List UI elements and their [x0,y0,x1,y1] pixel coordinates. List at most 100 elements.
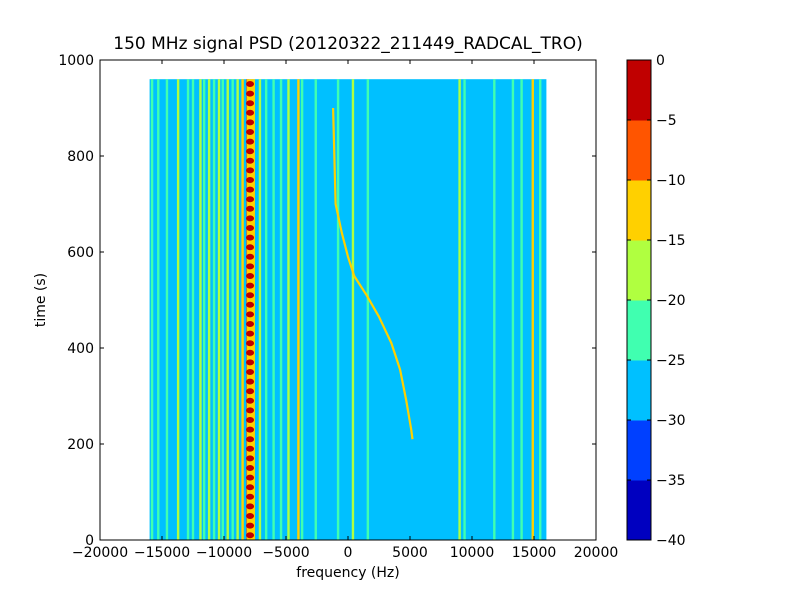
y-tick-label: 0 [85,533,94,549]
pulse-blob [246,397,255,404]
heatmap [149,79,547,540]
colorbar-tick-label: −40 [656,533,686,549]
signal-line [150,79,154,540]
colorbar-tick-label: −10 [656,173,686,189]
pulse-blob [246,263,255,270]
x-axis-label: frequency (Hz) [296,565,399,581]
colorbar-segment [627,180,651,241]
signal-line [186,79,190,540]
signal-line [199,79,202,540]
signal-line [520,79,523,540]
pulse-blob [246,474,255,481]
signal-line [279,79,283,540]
colorbar-tick-label: −5 [656,113,677,129]
pulsed-line-band [247,79,254,540]
pulse-blob [246,359,255,366]
pulse-blob [246,138,255,145]
x-tick-label: 15000 [512,545,557,561]
signal-line [264,79,268,540]
pulse-blob [246,167,255,174]
pulse-blob [246,436,255,443]
pulse-blob [246,148,255,155]
signal-line [226,79,229,540]
signal-line [463,79,466,540]
colorbar-segment [627,420,651,481]
pulse-blob [246,349,255,356]
pulse-blob [246,109,255,116]
pulse-blob [246,253,255,260]
y-tick-label: 600 [67,245,94,261]
pulse-blob [246,301,255,308]
pulse-blob [246,234,255,241]
signal-line [493,79,496,540]
colorbar-tick-label: −25 [656,353,686,369]
colorbar-tick-label: 0 [656,53,665,69]
pulse-blob [246,81,255,87]
colorbar-segment [627,360,651,421]
pulse-blob [246,388,255,395]
heatmap-background [149,79,547,540]
signal-line [300,79,304,540]
pulse-blob [246,157,255,164]
colorbar-tick-label: −30 [656,413,686,429]
signal-line [231,79,234,540]
signal-line [458,79,461,540]
pulse-blob [246,119,255,126]
pulse-blob [246,532,255,539]
colorbar-tick-label: −15 [656,233,686,249]
x-tick-label: 10000 [450,545,495,561]
signal-line [217,79,221,540]
signal-line [297,79,300,540]
signal-line [336,79,340,540]
signal-line [539,79,542,540]
signal-line [351,79,355,540]
chart-title: 150 MHz signal PSD (20120322_211449_RADC… [113,34,582,54]
x-tick-label: −10000 [196,545,252,561]
pulse-blob [246,369,255,375]
signal-line [314,79,317,540]
signal-line [202,79,206,540]
y-axis-label: time (s) [33,273,49,327]
pulse-blob [246,244,255,251]
signal-line [207,79,211,540]
x-tick-label: 0 [344,545,353,561]
signal-line [511,79,515,540]
pulse-blob [246,484,255,491]
colorbar-segment [627,240,651,301]
signal-line [366,79,370,540]
pulse-blob [246,522,255,529]
y-tick-label: 1000 [58,53,94,69]
pulse-blob [246,340,255,347]
x-tick-label: −20000 [72,545,128,561]
pulse-blob [246,330,255,337]
x-tick-label: 5000 [392,545,428,561]
signal-line [258,79,262,540]
signal-line [157,79,160,540]
colorbar-segment [627,480,651,541]
colorbar-tick-label: −35 [656,473,686,489]
pulse-blob [246,196,255,203]
pulse-blob [246,225,255,231]
y-tick-label: 400 [67,341,94,357]
pulse-blob [246,311,255,318]
pulse-blob [246,282,255,289]
signal-line [252,79,255,540]
signal-line [221,79,224,540]
drifting-signal [332,107,414,440]
colorbar-segment [627,300,651,361]
pulse-blob [246,407,255,414]
signal-line [241,79,244,540]
pulse-blob [246,503,255,510]
pulse-blob [246,455,255,462]
colorbar: −40 −35 −30 −25 −20 −15 −10 −5 0 [626,53,686,549]
pulse-blob [246,215,255,222]
x-axis-ticks: −20000 −15000 −10000 −5000 0 5000 10000 15000 20… [72,60,618,561]
signal-line [531,79,534,540]
pulse-blob [246,90,255,97]
pulse-blob [246,513,255,519]
x-tick-label: −15000 [134,545,190,561]
signal-line [236,79,239,540]
pulse-blob [246,378,255,385]
pulse-blob [246,100,255,107]
